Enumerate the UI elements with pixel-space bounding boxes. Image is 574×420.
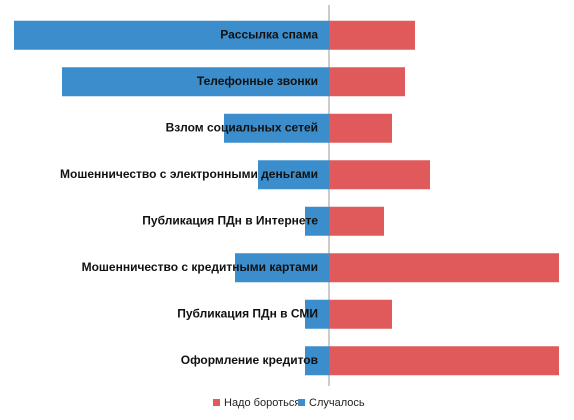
category-label: Мошенничество с кредитными картами [82, 260, 318, 274]
bar [329, 253, 559, 283]
category-label: Оформление кредитов [181, 353, 318, 367]
category-label: Взлом социальных сетей [166, 120, 318, 134]
bar [329, 113, 392, 143]
bar [329, 160, 430, 190]
bar [14, 20, 329, 50]
legend-label: Надо бороться [224, 397, 300, 409]
bar [329, 67, 405, 97]
bar [329, 206, 384, 236]
bar [305, 206, 329, 236]
bar [62, 67, 329, 97]
bar [329, 20, 415, 50]
bar [258, 160, 329, 190]
legend-swatch [298, 399, 305, 406]
legend-swatch [213, 399, 220, 406]
category-label: Публикация ПДн в Интернете [142, 213, 318, 227]
category-label: Публикация ПДн в СМИ [177, 306, 318, 320]
bar [305, 299, 329, 329]
bar [235, 253, 329, 283]
legend-label: Случалось [309, 397, 365, 409]
bar [329, 346, 559, 376]
category-label: Мошенничество с электронными деньгами [60, 167, 318, 181]
bar [224, 113, 329, 143]
bar [329, 299, 392, 329]
category-label: Рассылка спама [220, 27, 318, 41]
bar [305, 346, 329, 376]
category-label: Телефонные звонки [197, 74, 318, 88]
